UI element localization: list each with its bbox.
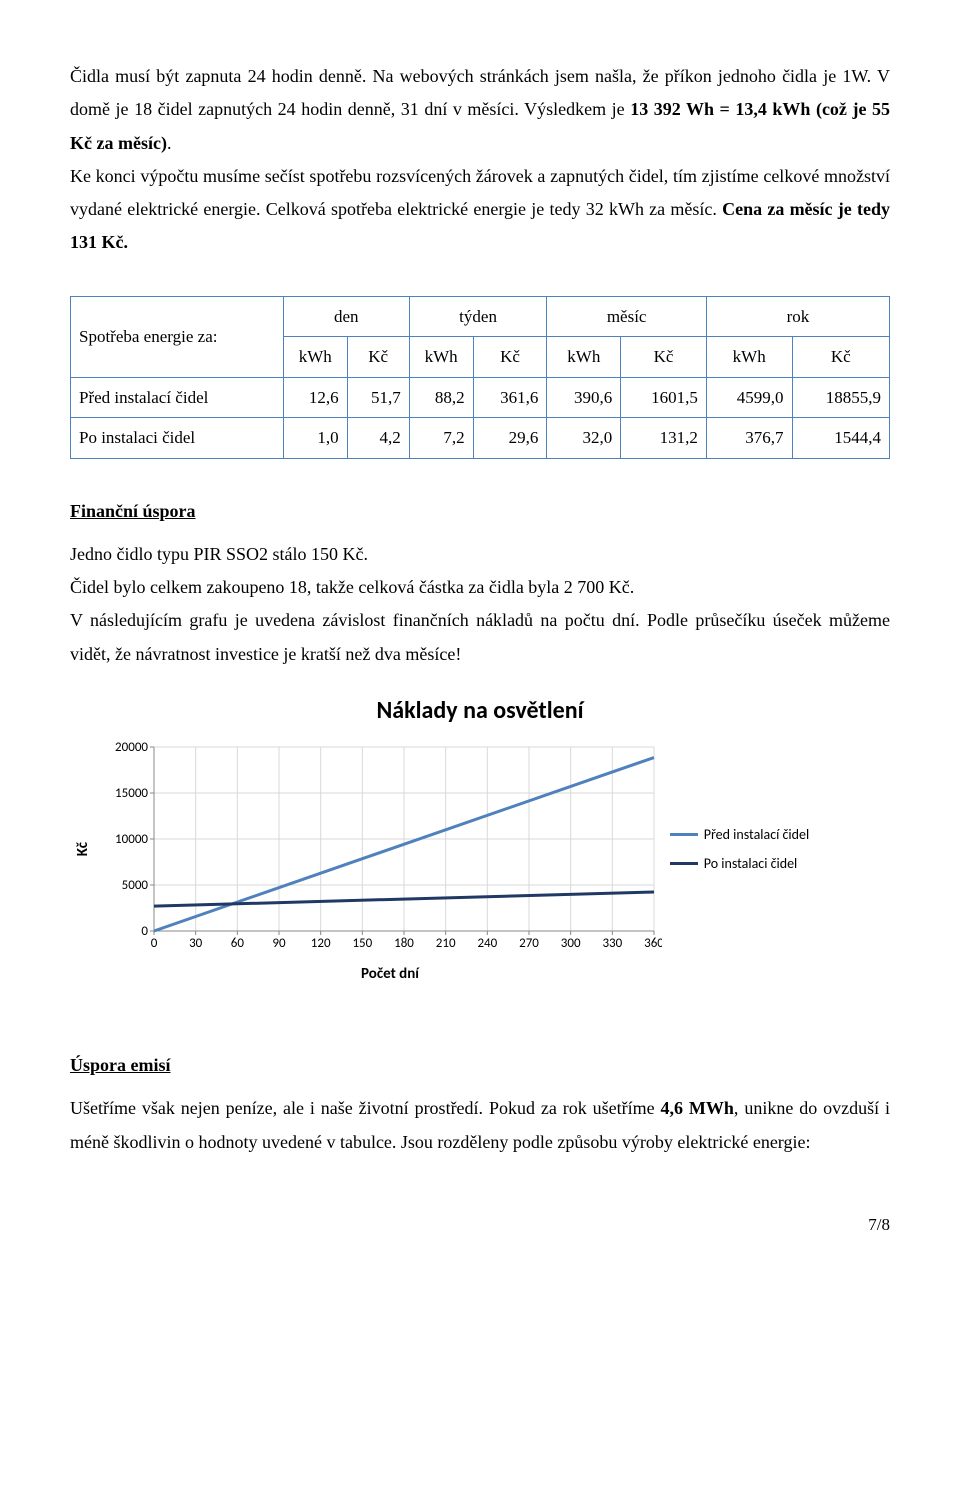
chart-svg: 0 5000 10000 15000 20000 0 30 60 90 120 150 180 210 2… <box>102 739 662 959</box>
table-unit-1: Kč <box>347 337 409 377</box>
row-1-v7: 1544,4 <box>792 418 890 458</box>
table-period-1: týden <box>409 296 547 336</box>
svg-text:30: 30 <box>189 936 203 951</box>
svg-text:300: 300 <box>561 936 581 951</box>
legend-label-0: Před instalací čidel <box>704 822 809 848</box>
row-1-v6: 376,7 <box>706 418 792 458</box>
svg-text:15000: 15000 <box>115 786 148 801</box>
table-unit-7: Kč <box>792 337 890 377</box>
legend-swatch-1 <box>670 862 698 865</box>
legend-item-0: Před instalací čidel <box>670 822 809 848</box>
svg-text:240: 240 <box>477 936 497 951</box>
row-1-v4: 32,0 <box>547 418 621 458</box>
row-1-v5: 131,2 <box>621 418 707 458</box>
table-unit-0: kWh <box>283 337 347 377</box>
legend-item-1: Po instalaci čidel <box>670 851 809 877</box>
fin-p1: Jedno čidlo typu PIR SSO2 stálo 150 Kč. <box>70 538 890 571</box>
emis-a: Ušetříme však nejen peníze, ale i naše ž… <box>70 1098 661 1118</box>
table-row: Po instalaci čidel 1,0 4,2 7,2 29,6 32,0… <box>71 418 890 458</box>
table-corner: Spotřeba energie za: <box>71 296 284 377</box>
heading-financni-uspora: Finanční úspora <box>70 495 890 528</box>
row-0-v2: 88,2 <box>409 377 473 417</box>
paragraph-1: Čidla musí být zapnuta 24 hodin denně. N… <box>70 60 890 160</box>
legend-label-1: Po instalaci čidel <box>704 851 798 877</box>
svg-text:10000: 10000 <box>115 832 148 847</box>
svg-text:0: 0 <box>141 924 148 939</box>
chart-legend: Před instalací čidel Po instalaci čidel <box>670 819 809 880</box>
row-0-v1: 51,7 <box>347 377 409 417</box>
energy-table: Spotřeba energie za: den týden měsíc rok… <box>70 296 890 459</box>
svg-text:5000: 5000 <box>121 878 148 893</box>
svg-text:120: 120 <box>311 936 331 951</box>
page-number: 7/8 <box>70 1209 890 1240</box>
row-0-v5: 1601,5 <box>621 377 707 417</box>
svg-text:60: 60 <box>230 936 244 951</box>
row-0-label: Před instalací čidel <box>71 377 284 417</box>
row-1-v1: 4,2 <box>347 418 409 458</box>
fin-p3: V následujícím grafu je uvedena závislos… <box>70 604 890 671</box>
row-1-v3: 29,6 <box>473 418 547 458</box>
svg-text:150: 150 <box>352 936 372 951</box>
table-period-2: měsíc <box>547 296 706 336</box>
chart-title: Náklady na osvětlení <box>70 689 890 733</box>
table-unit-3: Kč <box>473 337 547 377</box>
svg-text:20000: 20000 <box>115 740 148 755</box>
paragraph-2: Ke konci výpočtu musíme sečíst spotřebu … <box>70 160 890 260</box>
chart-xlabel: Počet dní <box>110 961 670 989</box>
svg-text:0: 0 <box>150 936 157 951</box>
emis-b: 4,6 MWh <box>661 1098 734 1118</box>
table-unit-2: kWh <box>409 337 473 377</box>
row-0-v6: 4599,0 <box>706 377 792 417</box>
heading-uspora-emisi: Úspora emisí <box>70 1049 890 1082</box>
table-period-0: den <box>283 296 409 336</box>
row-1-v2: 7,2 <box>409 418 473 458</box>
table-period-3: rok <box>706 296 889 336</box>
svg-text:330: 330 <box>602 936 622 951</box>
row-0-v4: 390,6 <box>547 377 621 417</box>
p1-c: . <box>167 133 172 153</box>
row-1-label: Po instalaci čidel <box>71 418 284 458</box>
chart-ylabel: Kč <box>70 842 98 856</box>
svg-text:90: 90 <box>272 936 286 951</box>
legend-swatch-0 <box>670 833 698 836</box>
table-row: Před instalací čidel 12,6 51,7 88,2 361,… <box>71 377 890 417</box>
svg-text:360: 360 <box>644 936 662 951</box>
row-0-v3: 361,6 <box>473 377 547 417</box>
chart-container: Náklady na osvětlení Kč 0 5000 10000 15000 2… <box>70 689 890 989</box>
row-1-v0: 1,0 <box>283 418 347 458</box>
emis-paragraph: Ušetříme však nejen peníze, ale i naše ž… <box>70 1092 890 1159</box>
svg-text:270: 270 <box>519 936 539 951</box>
fin-p2: Čidel bylo celkem zakoupeno 18, takže ce… <box>70 571 890 604</box>
table-unit-5: Kč <box>621 337 707 377</box>
svg-text:210: 210 <box>436 936 456 951</box>
row-0-v0: 12,6 <box>283 377 347 417</box>
row-0-v7: 18855,9 <box>792 377 890 417</box>
table-unit-4: kWh <box>547 337 621 377</box>
table-unit-6: kWh <box>706 337 792 377</box>
svg-text:180: 180 <box>394 936 414 951</box>
